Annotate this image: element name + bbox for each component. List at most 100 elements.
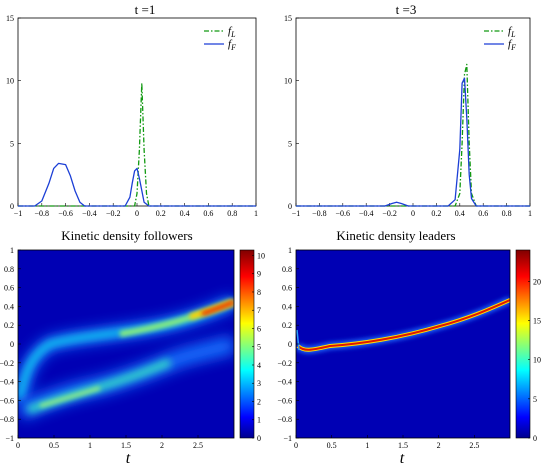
ytick-label: 0.6 [282,284,292,293]
ytick-label: 0 [10,340,14,349]
xtick-label: 0.8 [502,209,512,218]
panel-t3-axes [295,17,531,207]
panel-t1-legend: fL fF [204,25,236,52]
ytick-label: 0.4 [4,302,14,311]
xtick-label: 0.5 [327,441,337,450]
legend-fF-label: fF [228,38,236,52]
ytick-label: 0.6 [4,284,14,293]
xtick-label: 0.2 [431,209,441,218]
panel-leaders-xlabel: t [400,450,405,467]
panel-t1: t =1 0 5 10 15 −1 −0.8 −0.6 −0.4 −0.2 0 0.2 0.4 0.6… [6,2,258,218]
colorbar-tick-label: 5 [533,395,537,404]
xtick-label: 0.8 [227,209,237,218]
xtick-label: −0.6 [58,209,73,218]
colorbar-tick-label: 20 [533,277,541,286]
xtick-label: 0.2 [156,209,166,218]
colorbar-tick-label: 15 [533,317,541,326]
followers-colorbar [239,249,255,439]
panel-t3-legend: fL fF [484,25,516,52]
panel-leaders-xticks: 0 0.5 1 1.5 2 2.5 [294,435,479,450]
series-ff-line [296,77,530,207]
xtick-label: −1 [14,209,23,218]
xtick-label: 0 [294,441,298,450]
ytick-label: 0 [288,202,292,211]
colorbar-tick-label: 10 [257,251,265,260]
ytick-label: 15 [284,14,292,23]
ytick-label: −0.8 [0,415,14,424]
ytick-label: 5 [288,139,292,148]
panel-followers-title: Kinetic density followers [61,228,192,243]
xtick-label: 2.5 [469,441,479,450]
series-fl-line [296,63,530,207]
series-ff-line [18,162,256,207]
colorbar-tick-label: 7 [257,306,261,315]
ytick-label: 10 [6,77,14,86]
legend-fL-label: fL [228,25,236,39]
legend-fL-label: fL [508,25,516,39]
xtick-label: 0 [16,441,20,450]
ytick-label: −0.2 [0,359,14,368]
xtick-label: −1 [292,209,301,218]
ytick-label: 0 [10,202,14,211]
panel-t1-title: t =1 [135,2,156,17]
ytick-label: 15 [6,14,14,23]
ytick-label: 10 [284,77,292,86]
ytick-label: 1 [288,246,292,255]
ytick-label: 0.2 [4,321,14,330]
leaders-heatmap [296,250,510,438]
ytick-label: 5 [10,139,14,148]
panel-t3-title: t =3 [396,2,417,17]
panel-followers: Kinetic density followers 1 0.8 0.6 0.4 0.2 0… [0,228,265,467]
panel-leaders: Kinetic density leaders 1 0.8 0.6 0.4 0.2 0 −0… [277,228,541,467]
series-fl-line [18,82,256,207]
xtick-label: 1 [254,209,258,218]
xtick-label: 0 [411,209,415,218]
xtick-label: 0.5 [49,441,59,450]
panel-leaders-yticks: 1 0.8 0.6 0.4 0.2 0 −0.2 −0.4 −0.6 −0.8 −1 [277,246,299,443]
xtick-label: 1 [365,441,369,450]
panel-leaders-title: Kinetic density leaders [336,228,455,243]
colorbar-tick-label: 0 [257,434,261,443]
ytick-label: 0.2 [282,321,292,330]
ytick-label: −0.6 [277,396,292,405]
ytick-label: −0.4 [277,378,292,387]
xtick-label: −0.4 [359,209,374,218]
panel-t3: t =3 0 5 10 15 −1 −0.8 −0.6 −0.4 −0.2 0 0.2 0.4 0.6… [284,2,532,218]
xtick-label: 1 [88,441,92,450]
colorbar-tick-label: 10 [533,356,541,365]
ytick-label: 0.8 [282,265,292,274]
xtick-label: −0.8 [35,209,50,218]
xtick-label: 2 [160,441,164,450]
xtick-label: 2 [437,441,441,450]
ytick-label: −0.2 [277,359,292,368]
xtick-label: 1 [528,209,532,218]
ytick-label: −0.6 [0,396,14,405]
ytick-label: 1 [10,246,14,255]
leaders-colorbar-ticks: 20 15 10 5 0 [528,277,541,443]
panel-followers-yticks: 1 0.8 0.6 0.4 0.2 0 −0.2 −0.4 −0.6 −0.8 −1 [0,246,21,443]
ytick-label: 0.8 [4,265,14,274]
xtick-label: 0.6 [203,209,213,218]
xtick-label: −0.8 [312,209,327,218]
ytick-label: −0.8 [277,415,292,424]
colorbar-tick-label: 5 [257,343,261,352]
xtick-label: −0.2 [382,209,397,218]
colorbar-tick-label: 9 [257,270,261,279]
colorbar-tick-label: 1 [257,416,261,425]
colorbar-tick-label: 4 [257,361,261,370]
xtick-label: 0.4 [180,209,190,218]
colorbar-tick-label: 6 [257,324,261,333]
panel-followers-xticks: 0 0.5 1 1.5 2 2.5 [16,435,203,450]
xtick-label: 1.5 [398,441,408,450]
panel-t1-axes [17,17,257,207]
ytick-label: −1 [5,434,14,443]
colorbar-tick-label: 3 [257,379,261,388]
panel-followers-xlabel: t [126,450,131,467]
xtick-label: −0.2 [106,209,121,218]
xtick-label: 0.6 [478,209,488,218]
ytick-label: −0.4 [0,378,14,387]
panel-t1-series [18,82,256,207]
ytick-label: 0.4 [282,302,292,311]
